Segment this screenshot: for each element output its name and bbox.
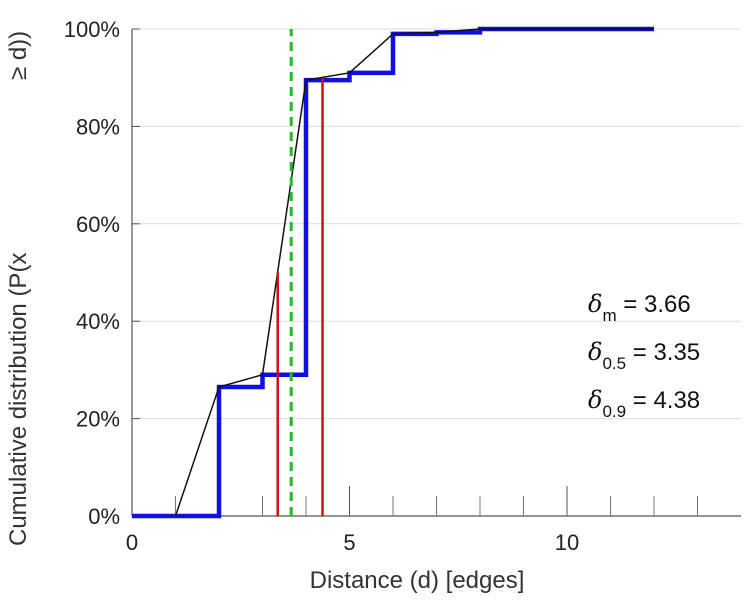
x-tick-label: 5: [343, 530, 355, 555]
empirical-step-line: [132, 26, 654, 519]
interpolated-line: [174, 28, 654, 517]
stat-value: = 4.38: [626, 387, 700, 414]
y-tick-label: 20%: [76, 407, 120, 432]
axes-layer: [131, 28, 741, 517]
series-layer: [132, 26, 654, 519]
stat-subscript: m: [602, 306, 616, 325]
y-tick-label: 80%: [76, 114, 120, 139]
y-axis-title: Cumulative distribution (P(x: [5, 253, 32, 546]
stat-symbol: δ: [588, 386, 602, 414]
y-tick-label: 40%: [76, 309, 120, 334]
stat-subscript: 0.9: [602, 402, 626, 421]
reference-lines: [276, 29, 324, 516]
stat-annotation: δ0.9 = 4.38: [588, 386, 700, 421]
stat-annotation: δ0.5 = 3.35: [588, 338, 700, 373]
stat-symbol: δ: [588, 290, 602, 318]
stat-subscript: 0.5: [602, 354, 626, 373]
y-tick-label: 0%: [88, 504, 120, 529]
x-axis-title: Distance (d) [edges]: [310, 567, 525, 594]
stat-value: = 3.66: [617, 291, 691, 318]
stat-value: = 3.35: [626, 339, 700, 366]
grid-layer: [132, 28, 741, 420]
y-tick-label: 60%: [76, 212, 120, 237]
tick-labels: 0% 20% 40% 60% 80% 100% 0 5 10: [64, 17, 580, 555]
stat-annotation: δm = 3.66: [588, 290, 691, 325]
x-tick-label: 10: [555, 530, 579, 555]
y-axis-title-tail: ≥ d)): [5, 31, 32, 80]
y-tick-label: 100%: [64, 17, 120, 42]
stat-symbol: δ: [588, 338, 602, 366]
x-tick-label: 0: [126, 530, 138, 555]
